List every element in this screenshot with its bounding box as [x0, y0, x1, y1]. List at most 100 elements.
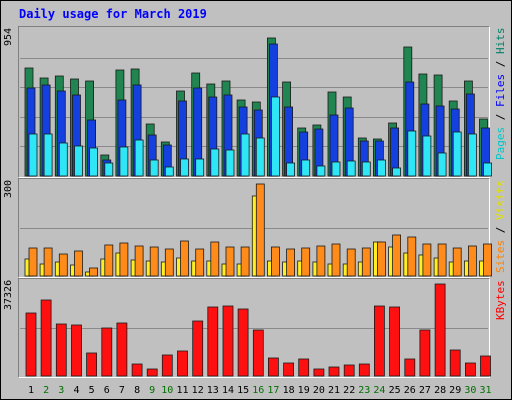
day-label: 7	[119, 385, 125, 396]
kbytes-bar	[237, 308, 249, 377]
day-label: 30	[464, 385, 476, 396]
sites-bar	[210, 241, 220, 277]
day-label: 8	[134, 385, 140, 396]
pages-bar	[437, 152, 447, 177]
day-label: 26	[404, 385, 416, 396]
sites-bar	[149, 246, 159, 277]
kbytes-bar	[313, 368, 325, 377]
kbytes-bar	[161, 354, 173, 377]
kbytes-bar	[267, 357, 279, 377]
sites-bar	[89, 267, 98, 277]
pages-bar	[164, 166, 174, 177]
pages-bar	[452, 131, 462, 177]
pages-bar	[149, 159, 159, 177]
pages-bar	[89, 147, 98, 177]
sites-bar	[286, 248, 296, 277]
day-label: 5	[89, 385, 95, 396]
kbytes-bar	[25, 312, 37, 377]
day-label: 2	[43, 385, 49, 396]
day-label: 24	[373, 385, 385, 396]
day-label: 11	[176, 385, 188, 396]
day-label: 19	[298, 385, 310, 396]
sites-bar	[483, 243, 492, 277]
pages-bar	[195, 158, 205, 177]
pages-bar	[331, 161, 341, 177]
kbytes-bar	[177, 350, 188, 377]
sites-bar	[119, 242, 129, 277]
sites-bar	[240, 246, 250, 277]
sites-bar	[316, 245, 326, 277]
kbytes-bar	[480, 355, 491, 377]
sites-bar	[361, 247, 371, 277]
kbytes-bar	[222, 305, 234, 377]
pages-bar	[361, 161, 371, 177]
kbytes-bar	[373, 305, 385, 377]
kbytes-bar	[464, 362, 476, 377]
pages-bar	[301, 159, 311, 177]
pages-bar	[240, 133, 250, 177]
kbytes-bar	[343, 364, 355, 377]
day-label: 12	[192, 385, 204, 396]
day-label: 9	[149, 385, 155, 396]
day-label: 25	[389, 385, 401, 396]
day-label: 27	[419, 385, 431, 396]
day-label: 28	[434, 385, 446, 396]
kbytes-bar	[55, 323, 67, 377]
day-label: 1	[28, 385, 34, 396]
pages-bar	[346, 160, 356, 177]
kbytes-bar	[419, 329, 431, 377]
kbytes-bar	[404, 358, 416, 377]
kbytes-bar	[389, 306, 401, 377]
pages-bar	[210, 148, 220, 177]
sites-bar	[392, 234, 402, 277]
pages-bar	[270, 96, 280, 177]
pages-bar	[392, 167, 402, 177]
pages-bar	[74, 145, 83, 177]
kbytes-bar	[116, 322, 128, 377]
sites-bar	[43, 247, 53, 277]
kbytes-bar	[40, 299, 52, 377]
sites-bar	[270, 246, 280, 277]
kbytes-bar	[449, 349, 461, 377]
sites-bar	[331, 243, 341, 277]
day-label: 13	[207, 385, 219, 396]
kbytes-bar	[146, 368, 158, 377]
sites-bar	[301, 247, 311, 277]
sites-bar	[58, 253, 68, 277]
pages-bar	[104, 162, 114, 177]
pages-bar	[316, 165, 326, 177]
day-label: 15	[237, 385, 249, 396]
sites-bar	[255, 183, 265, 277]
day-label: 14	[222, 385, 234, 396]
pages-bar	[422, 135, 432, 177]
sites-bar	[346, 248, 356, 277]
day-label: 17	[267, 385, 279, 396]
sites-bar	[134, 245, 144, 277]
pages-bar	[180, 158, 189, 177]
sites-bar	[164, 248, 174, 277]
sites-bar	[467, 245, 477, 277]
day-label: 20	[313, 385, 325, 396]
pages-bar	[286, 162, 296, 177]
day-label: 29	[449, 385, 461, 396]
kbytes-bar	[283, 362, 295, 377]
day-label: 31	[479, 385, 491, 396]
kbytes-bar	[252, 329, 264, 377]
pages-bar	[376, 159, 386, 177]
sites-bar	[422, 243, 432, 277]
sites-bar	[195, 248, 205, 277]
day-label: 6	[104, 385, 110, 396]
pages-bar	[225, 149, 235, 177]
kbytes-bar	[71, 324, 82, 377]
pages-bar	[134, 139, 144, 177]
kbytes-bar	[207, 306, 219, 377]
sites-bar	[437, 243, 447, 277]
sites-bar	[452, 247, 462, 277]
sites-bar	[407, 236, 417, 277]
pages-bar	[43, 133, 53, 177]
kbytes-bar	[192, 320, 204, 377]
day-label: 4	[73, 385, 79, 396]
day-label: 18	[283, 385, 295, 396]
sites-bar	[74, 250, 83, 277]
